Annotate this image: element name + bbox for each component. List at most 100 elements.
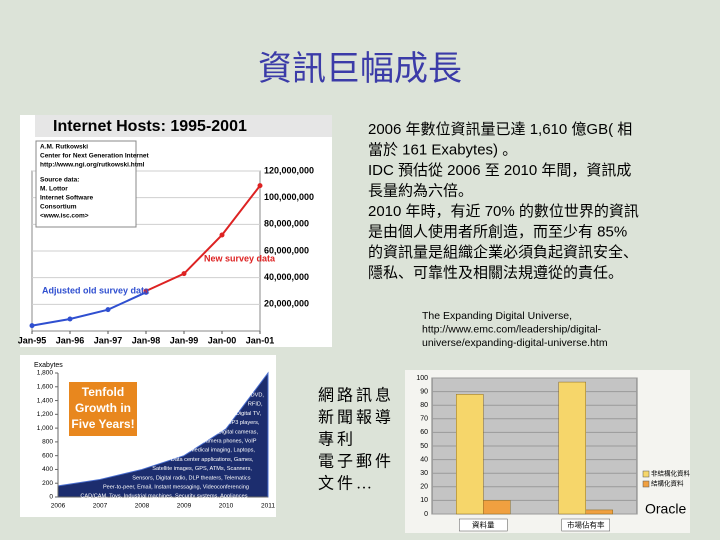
x-tick-label: Jan-97	[94, 335, 123, 345]
point	[181, 271, 187, 277]
x-tick-label: 2011	[261, 503, 275, 510]
annotation: <www.isc.com>	[40, 213, 89, 220]
y-tick-label: 200	[42, 480, 53, 487]
category-box	[561, 518, 610, 532]
y-tick-label: 1,600	[37, 383, 54, 390]
segment-label: Satellite images, GPS, ATMs, Scanners,	[152, 466, 252, 472]
y-tick-label: 20	[420, 484, 428, 491]
list-item: 電子郵件	[318, 453, 394, 471]
series-label: Adjusted old survey data	[42, 285, 150, 295]
segment-label: Camera phones, VoIP	[202, 438, 257, 444]
body-text: 長量約為六倍。	[368, 182, 473, 199]
segment-label: Sensors, Digital radio, DLP theaters, Te…	[132, 475, 250, 481]
legend-swatch	[642, 480, 650, 488]
x-tick-label: 2007	[93, 503, 108, 510]
y-tick-label: 1,000	[37, 425, 54, 432]
series-line	[145, 185, 261, 292]
bar	[456, 394, 484, 515]
point	[257, 183, 263, 189]
y-tick-label: 40,000,000	[264, 272, 309, 282]
x-tick-label: Jan-98	[132, 335, 161, 345]
legend-label: 結構化資料	[651, 479, 684, 488]
y-tick-label: 80	[420, 402, 428, 409]
chart-header	[35, 115, 332, 137]
x-tick-label: 市場佔有率	[567, 519, 605, 529]
y-tick-label: 50	[420, 443, 428, 450]
list-item: 新聞報導	[318, 408, 394, 427]
x-tick-label: 2010	[219, 503, 234, 510]
annotation: A.M. Rutkowski	[40, 144, 88, 151]
annotation: Center for Next Generation Internet	[40, 153, 150, 160]
body-text: 是由個人使用者所創造，而至少有 85%	[368, 223, 627, 240]
annotation: M. Lottor	[40, 186, 68, 193]
list-item: 網路訊息	[318, 387, 394, 405]
y-tick-label: 400	[42, 466, 53, 473]
headline: Growth in	[75, 401, 131, 415]
headline: Tenfold	[82, 385, 124, 399]
y-tick-label: 100	[416, 375, 428, 382]
y-tick-label: 20,000,000	[264, 299, 309, 309]
segment-label: RFID,	[248, 402, 263, 408]
point	[67, 316, 73, 322]
list-item: 專利	[318, 431, 356, 449]
segment-label: CAD/CAM, Toys, Industrial machines, Secu…	[80, 494, 247, 500]
y-tick-label: 1,200	[37, 411, 54, 418]
y-tick-label: 100,000,000	[264, 192, 314, 202]
y-tick-label: 1,400	[37, 397, 54, 404]
axis-label: Exabytes	[34, 362, 63, 369]
point	[143, 288, 149, 294]
body-text: 當於 161 Exabytes) 。	[368, 141, 517, 158]
segment-label: Digital cameras,	[218, 429, 259, 435]
point	[29, 323, 35, 329]
y-tick-label: 800	[42, 439, 53, 446]
citation: http://www.emc.com/leadership/digital-	[422, 323, 602, 335]
slide-title: 資訊巨幅成長	[258, 50, 462, 88]
legend-label: 非結構化資料	[651, 469, 691, 478]
x-tick-label: Jan-99	[170, 335, 199, 345]
x-tick-label: Jan-96	[56, 335, 85, 345]
annotation: Internet Software	[40, 195, 93, 202]
segment-label: Digital TV,	[236, 411, 262, 417]
x-tick-label: Jan-00	[208, 335, 237, 345]
x-tick-label: Jan-95	[18, 335, 47, 345]
list-item: 文件…	[318, 475, 375, 493]
x-tick-label: 2009	[177, 503, 192, 510]
citation: universe/expanding-digital-universe.htm	[422, 337, 608, 349]
bar	[585, 509, 613, 515]
y-tick-label: 90	[420, 388, 428, 395]
y-tick-label: 0	[49, 494, 53, 501]
category-box	[459, 518, 508, 532]
segment-label: DVD,	[251, 392, 265, 398]
segment-label: Medical imaging, Laptops,	[190, 448, 255, 454]
series-line	[31, 291, 147, 327]
bar	[558, 381, 586, 515]
y-tick-label: 60,000,000	[264, 245, 309, 255]
y-tick-label: 1,800	[37, 370, 54, 377]
citation: The Expanding Digital Universe,	[422, 310, 572, 322]
point	[219, 232, 225, 238]
y-tick-label: 0	[424, 511, 428, 518]
x-tick-label: Jan-01	[246, 335, 275, 345]
annotation: http://www.ngi.org/rutkowski.html	[40, 162, 145, 169]
segment-label: Peer-to-peer, Email, Instant messaging, …	[103, 484, 249, 490]
body-text: IDC 預估從 2006 至 2010 年間，資訊成	[368, 162, 631, 179]
y-tick-label: 10	[420, 497, 428, 504]
bar	[483, 500, 511, 515]
footer-text: Oracle	[645, 501, 686, 517]
chart-title: Internet Hosts: 1995-2001	[53, 118, 247, 135]
body-text: 2010 年時，有近 70% 的數位世界的資訊	[368, 203, 639, 220]
x-tick-label: 資料量	[472, 519, 495, 529]
y-tick-label: 120,000,000	[264, 165, 314, 175]
legend-swatch	[642, 470, 650, 478]
segment-label: MP3 players,	[227, 420, 260, 426]
source-box	[35, 140, 137, 228]
x-tick-label: 2008	[135, 503, 150, 510]
point	[105, 307, 111, 313]
segment-label: Data center applications, Games,	[171, 457, 254, 463]
y-tick-label: 40	[420, 456, 428, 463]
y-tick-label: 30	[420, 470, 428, 477]
body-text: 2006 年數位資訊量已達 1,610 億GB( 相	[368, 121, 632, 138]
y-tick-label: 60	[420, 429, 428, 436]
y-tick-label: 80,000,000	[264, 219, 309, 229]
